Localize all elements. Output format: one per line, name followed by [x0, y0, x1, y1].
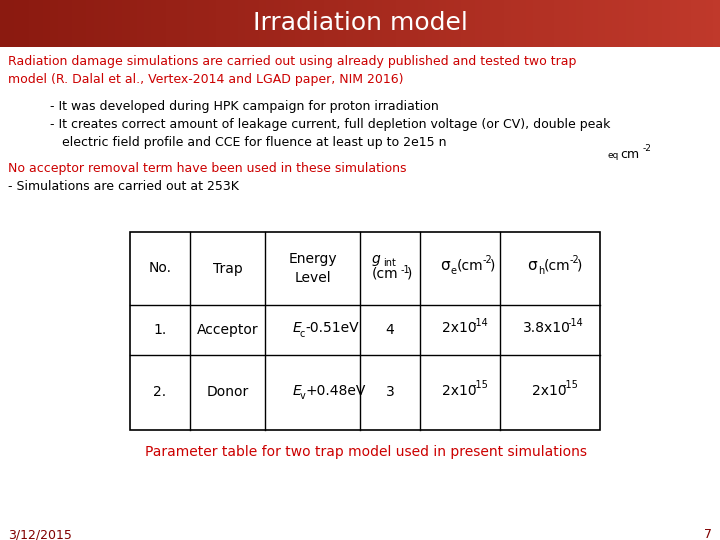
Text: E: E	[292, 384, 301, 398]
Text: c: c	[300, 329, 305, 339]
Text: - It was developed during HPK campaign for proton irradiation: - It was developed during HPK campaign f…	[50, 100, 438, 113]
Text: - Simulations are carried out at 253K: - Simulations are carried out at 253K	[8, 180, 239, 193]
Text: E: E	[292, 321, 301, 335]
Text: -2: -2	[482, 255, 492, 265]
Text: 2x10: 2x10	[442, 321, 477, 335]
Text: 1.: 1.	[153, 323, 166, 337]
Text: 3: 3	[386, 386, 395, 400]
Text: -15: -15	[473, 381, 489, 390]
Text: Energy
Level: Energy Level	[288, 252, 337, 285]
Text: σ: σ	[527, 258, 536, 273]
Text: h: h	[539, 266, 545, 276]
Text: -1: -1	[400, 265, 410, 274]
Text: No.: No.	[148, 261, 171, 275]
Text: -2: -2	[570, 255, 579, 265]
Text: (cm: (cm	[544, 259, 571, 273]
Text: -14: -14	[568, 318, 584, 328]
Text: Irradiation model: Irradiation model	[253, 11, 467, 36]
Text: - It creates correct amount of leakage current, full depletion voltage (or CV), : - It creates correct amount of leakage c…	[50, 118, 611, 149]
Text: 4: 4	[386, 323, 395, 337]
Text: ): )	[408, 267, 413, 281]
Text: Trap: Trap	[212, 261, 243, 275]
Text: Parameter table for two trap model used in present simulations: Parameter table for two trap model used …	[145, 445, 587, 459]
Text: eq: eq	[608, 151, 619, 160]
Text: +0.48eV: +0.48eV	[305, 384, 366, 398]
Text: (cm: (cm	[456, 259, 483, 273]
Text: 2x10: 2x10	[532, 384, 567, 398]
Text: No acceptor removal term have been used in these simulations: No acceptor removal term have been used …	[8, 162, 407, 175]
Text: σ: σ	[440, 258, 449, 273]
Bar	[130, 232, 600, 430]
Text: 2.: 2.	[153, 386, 166, 400]
Text: (cm: (cm	[372, 267, 399, 281]
Text: ): )	[577, 259, 582, 273]
Text: int: int	[383, 258, 396, 268]
Text: g: g	[372, 252, 381, 266]
Text: Donor: Donor	[207, 386, 248, 400]
Text: -2: -2	[643, 144, 652, 153]
Text: 2x10: 2x10	[442, 384, 477, 398]
Text: cm: cm	[620, 148, 639, 161]
Text: 7: 7	[704, 528, 712, 540]
Text: v: v	[300, 392, 305, 401]
Text: Acceptor: Acceptor	[197, 323, 258, 337]
Text: 3.8x10: 3.8x10	[523, 321, 570, 335]
Text: -15: -15	[563, 381, 579, 390]
Text: ): )	[490, 259, 495, 273]
Text: 3/12/2015: 3/12/2015	[8, 528, 72, 540]
Text: -0.51eV: -0.51eV	[305, 321, 359, 335]
Text: -14: -14	[473, 318, 489, 328]
Text: e: e	[451, 266, 456, 276]
Text: Radiation damage simulations are carried out using already published and tested : Radiation damage simulations are carried…	[8, 55, 577, 86]
